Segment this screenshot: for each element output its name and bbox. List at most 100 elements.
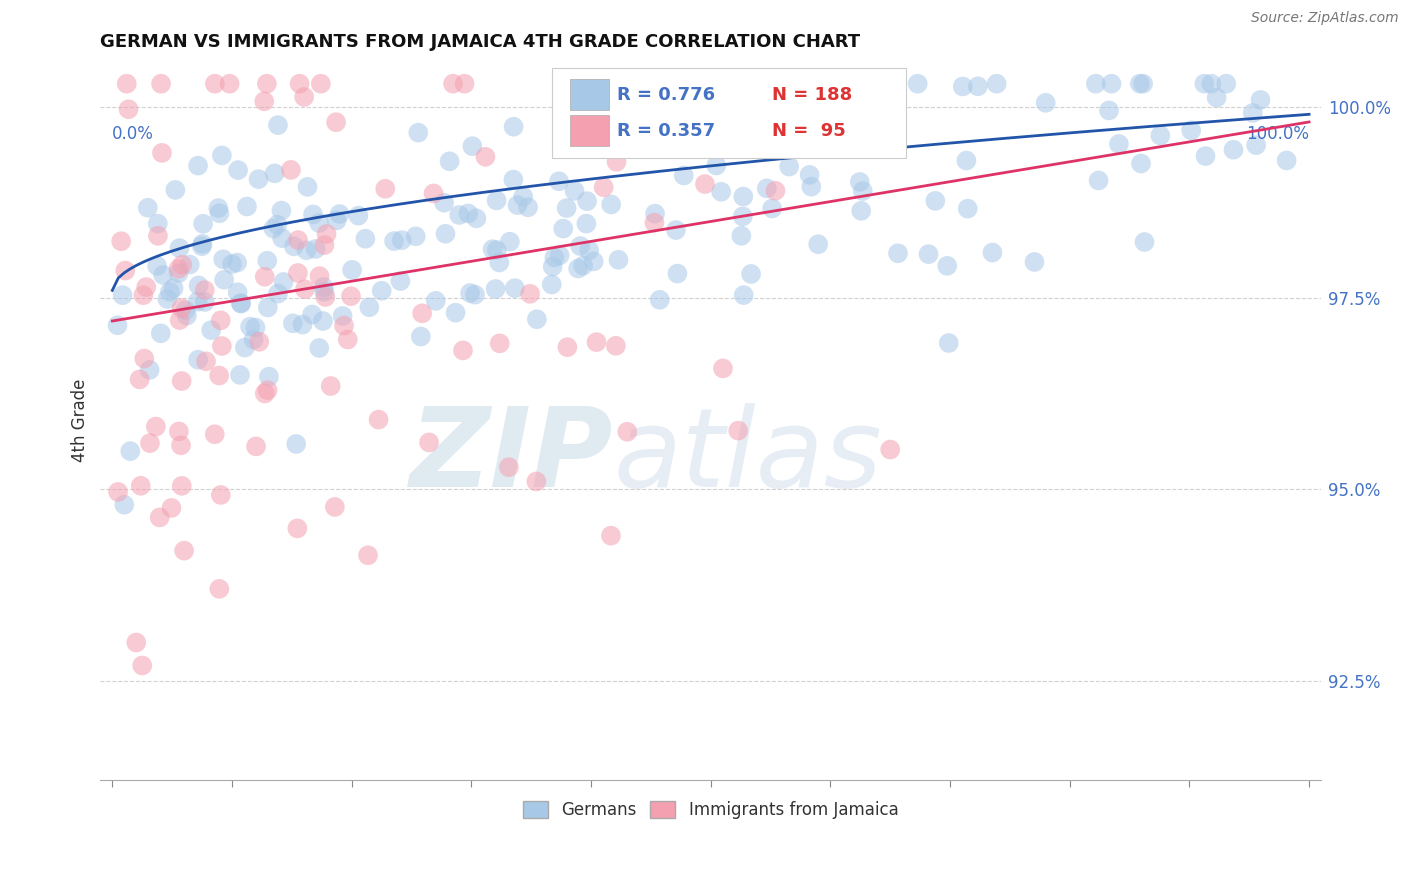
Point (389, 274, 412, 288)
Point (172, 258, 194, 272)
Point (107, 318, 129, 333)
Point (110, 234, 132, 248)
Point (917, 247, 939, 261)
Point (453, 77, 475, 91)
Point (226, 285, 249, 300)
Point (312, 280, 335, 294)
Point (498, 460, 520, 475)
Point (807, 237, 830, 252)
FancyBboxPatch shape (571, 79, 609, 110)
Point (1087, 173, 1109, 187)
Point (503, 281, 526, 295)
Text: N = 188: N = 188 (772, 86, 852, 103)
Point (711, 361, 734, 376)
Point (852, 184, 875, 198)
Point (541, 260, 564, 274)
Point (451, 343, 474, 358)
Point (120, 444, 142, 458)
Point (221, 257, 243, 271)
Point (763, 184, 786, 198)
Point (304, 242, 326, 256)
Legend: Germans, Immigrants from Jamaica: Germans, Immigrants from Jamaica (516, 795, 905, 826)
Point (439, 154, 461, 169)
Point (229, 368, 252, 382)
Point (280, 162, 302, 177)
Text: 0.0%: 0.0% (112, 125, 155, 143)
Point (107, 484, 129, 499)
Point (567, 261, 589, 276)
Point (212, 252, 235, 267)
Point (150, 77, 173, 91)
Point (256, 77, 278, 91)
Point (967, 79, 990, 94)
Point (323, 500, 346, 514)
Point (956, 202, 979, 216)
Point (211, 148, 233, 162)
Point (585, 335, 607, 350)
Point (755, 181, 778, 195)
Point (295, 244, 318, 258)
Point (312, 314, 335, 328)
Point (211, 339, 233, 353)
Point (191, 239, 214, 253)
Point (285, 521, 308, 535)
FancyBboxPatch shape (571, 115, 609, 145)
Point (474, 150, 496, 164)
Point (778, 160, 800, 174)
Point (740, 267, 762, 281)
Point (256, 301, 278, 315)
Point (314, 238, 336, 252)
Point (578, 244, 600, 258)
Point (117, 102, 139, 116)
Point (411, 306, 433, 320)
Point (851, 203, 873, 218)
Point (481, 242, 503, 256)
Point (309, 77, 332, 91)
Point (266, 218, 288, 232)
Point (374, 182, 396, 196)
Point (517, 200, 540, 214)
Point (643, 216, 665, 230)
Point (333, 318, 356, 333)
Point (406, 126, 429, 140)
Point (169, 241, 191, 255)
Point (422, 186, 444, 201)
Point (218, 77, 240, 91)
Point (329, 207, 352, 221)
Point (775, 132, 797, 146)
Point (128, 372, 150, 386)
Point (458, 285, 481, 300)
Point (145, 419, 167, 434)
Point (281, 316, 304, 330)
Text: Source: ZipAtlas.com: Source: ZipAtlas.com (1251, 11, 1399, 25)
Point (253, 386, 276, 401)
Point (526, 312, 548, 326)
Point (425, 293, 447, 308)
Point (924, 194, 946, 208)
Point (887, 246, 910, 260)
Point (581, 113, 603, 128)
Point (174, 303, 197, 318)
Point (288, 77, 311, 91)
Point (291, 318, 314, 332)
Text: R = 0.357: R = 0.357 (617, 121, 714, 139)
Point (800, 179, 823, 194)
Point (449, 208, 471, 222)
Point (208, 368, 231, 383)
Point (727, 424, 749, 438)
Point (204, 77, 226, 91)
Point (129, 479, 152, 493)
Point (262, 221, 284, 235)
Point (731, 136, 754, 151)
Point (165, 183, 187, 197)
Point (115, 77, 138, 91)
Point (256, 383, 278, 397)
Point (167, 425, 190, 439)
Point (605, 154, 627, 169)
Point (187, 352, 209, 367)
Point (409, 329, 432, 343)
Point (149, 510, 172, 524)
Point (233, 341, 256, 355)
Point (271, 231, 294, 245)
Point (543, 251, 565, 265)
